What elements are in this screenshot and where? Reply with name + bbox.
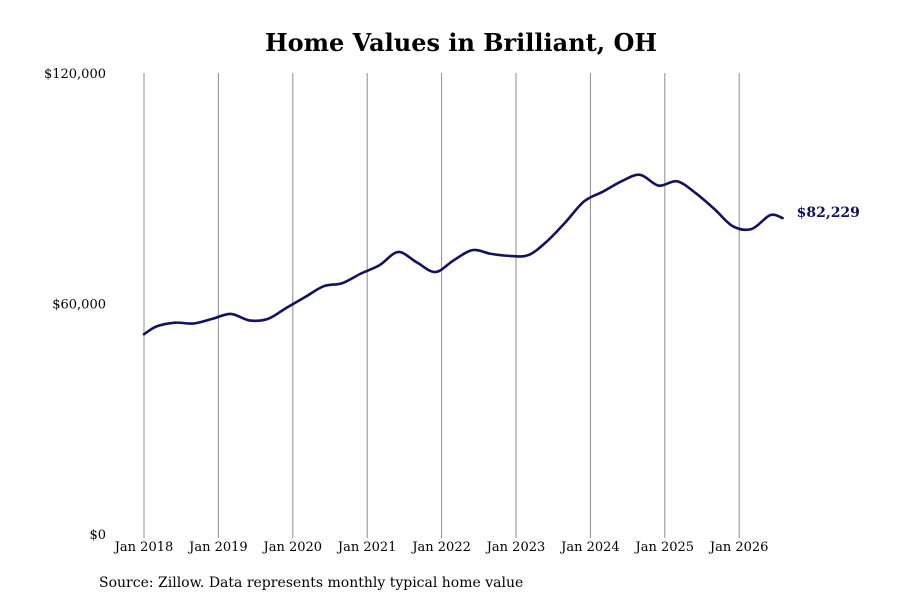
y-axis: $0 $60,000 $120,000 (44, 67, 106, 543)
x-axis: Jan 2018 Jan 2019 Jan 2020 Jan 2021 Jan 2022… (113, 540, 769, 555)
y-tick-label: $120,000 (44, 67, 106, 82)
x-tick-label: Jan 2024 (559, 540, 620, 555)
end-value-label: $82,229 (797, 205, 860, 221)
x-tick-label: Jan 2025 (634, 540, 695, 555)
x-tick-label: Jan 2022 (410, 540, 471, 555)
series-line (142, 173, 784, 336)
y-tick-label: $0 (89, 528, 106, 543)
x-tick-label: Jan 2023 (485, 540, 546, 555)
gridlines (143, 73, 740, 538)
x-tick-label: Jan 2021 (336, 540, 397, 555)
source-note: Source: Zillow. Data represents monthly … (99, 575, 523, 591)
x-tick-label: Jan 2018 (113, 540, 174, 555)
chart-title: Home Values in Brilliant, OH (265, 28, 657, 57)
x-tick-label: Jan 2019 (187, 540, 248, 555)
y-tick-label: $60,000 (52, 298, 106, 313)
x-tick-label: Jan 2026 (708, 540, 769, 555)
x-tick-label: Jan 2020 (262, 540, 323, 555)
